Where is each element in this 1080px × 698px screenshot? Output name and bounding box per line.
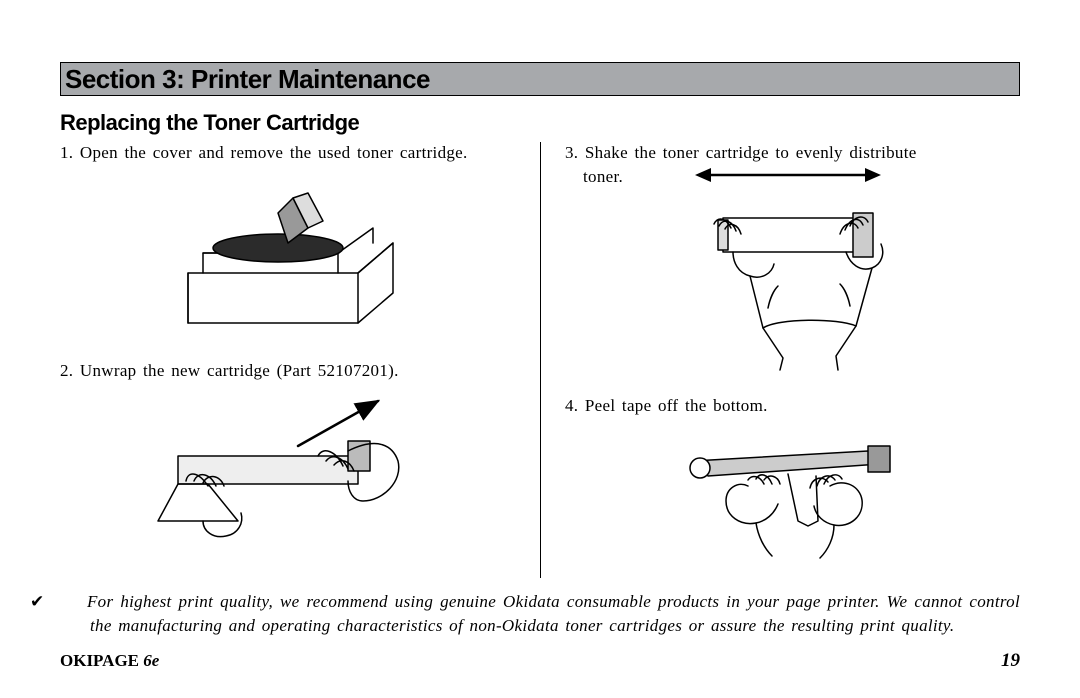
subheading: Replacing the Toner Cartridge (60, 110, 1020, 136)
left-column: 1. Open the cover and remove the used to… (60, 142, 540, 578)
step-1: 1. Open the cover and remove the used to… (60, 142, 516, 348)
section-title: Section 3: Printer Maintenance (65, 64, 430, 95)
step-1-text: 1. Open the cover and remove the used to… (60, 142, 516, 165)
double-arrow-icon (693, 165, 883, 190)
footnote: ✔ For highest print quality, we recommen… (60, 590, 1020, 638)
peel-tape-illustration (668, 426, 918, 566)
manual-page: Section 3: Printer Maintenance Replacing… (0, 0, 1080, 698)
step-1-illustration-wrap (60, 173, 516, 348)
step-4-text: 4. Peel tape off the bottom. (565, 395, 1020, 418)
right-column: 3. Shake the toner cartridge to evenly d… (540, 142, 1020, 578)
step-2: 2. Unwrap the new cartridge (Part 521072… (60, 360, 516, 541)
unwrap-cartridge-illustration (148, 391, 428, 541)
section-title-bar: Section 3: Printer Maintenance (60, 62, 1020, 96)
shake-cartridge-illustration (678, 198, 908, 373)
page-footer: OKIPAGE 6e 19 (60, 650, 1020, 672)
step-3: 3. Shake the toner cartridge to evenly d… (565, 142, 1020, 385)
step-3-text-line1: 3. Shake the toner cartridge to evenly d… (565, 142, 1020, 165)
footer-page-number: 19 (1001, 650, 1020, 672)
step-4-illustration-wrap (565, 426, 1020, 566)
printer-open-illustration (158, 173, 418, 348)
content-columns: 1. Open the cover and remove the used to… (60, 142, 1020, 578)
step-2-text: 2. Unwrap the new cartridge (Part 521072… (60, 360, 516, 383)
checkmark-icon: ✔ (60, 590, 80, 614)
step-4: 4. Peel tape off the bottom. (565, 395, 1020, 566)
step-3-illustration-wrap (565, 198, 1020, 373)
footer-product: OKIPAGE 6e (60, 651, 159, 671)
footnote-text: For highest print quality, we recommend … (87, 592, 1020, 635)
step-2-illustration-wrap (60, 391, 516, 541)
footer-model: 6e (143, 651, 159, 670)
footer-product-name: OKIPAGE (60, 651, 139, 670)
step-3-text-line2: toner. (565, 166, 623, 189)
